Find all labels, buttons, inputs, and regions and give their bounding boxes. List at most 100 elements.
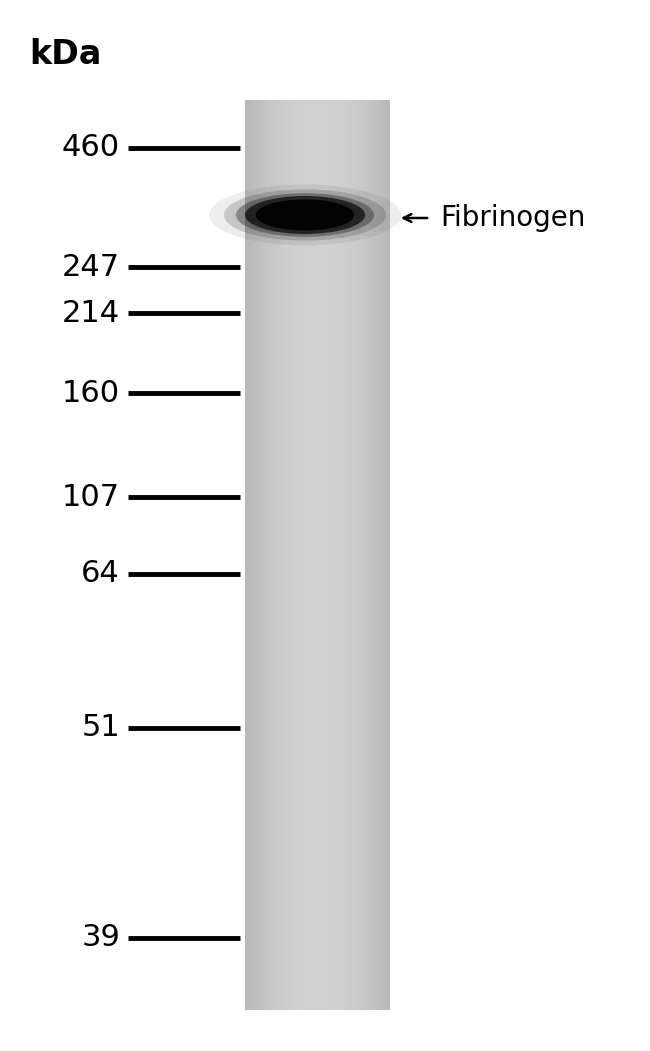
Bar: [318, 100, 320, 1010]
Bar: [265, 100, 266, 1010]
Bar: [296, 100, 298, 1010]
Bar: [314, 100, 316, 1010]
Bar: [292, 100, 294, 1010]
Bar: [365, 100, 367, 1010]
Bar: [261, 100, 263, 1010]
Bar: [374, 100, 376, 1010]
Bar: [326, 100, 328, 1010]
Text: 64: 64: [81, 559, 120, 589]
Bar: [259, 100, 261, 1010]
Bar: [311, 100, 313, 1010]
Bar: [376, 100, 377, 1010]
Text: 214: 214: [62, 298, 120, 328]
Bar: [382, 100, 383, 1010]
Bar: [280, 100, 281, 1010]
Bar: [307, 100, 308, 1010]
Bar: [369, 100, 371, 1010]
Ellipse shape: [256, 200, 354, 230]
Bar: [266, 100, 267, 1010]
Bar: [346, 100, 348, 1010]
Bar: [360, 100, 361, 1010]
Bar: [315, 100, 317, 1010]
Ellipse shape: [209, 185, 401, 245]
Bar: [297, 100, 298, 1010]
Bar: [275, 100, 277, 1010]
Bar: [258, 100, 260, 1010]
Ellipse shape: [224, 189, 386, 241]
Bar: [332, 100, 333, 1010]
Bar: [290, 100, 291, 1010]
Bar: [379, 100, 381, 1010]
Bar: [276, 100, 278, 1010]
Text: kDa: kDa: [29, 38, 101, 71]
Bar: [378, 100, 380, 1010]
Bar: [273, 100, 274, 1010]
Bar: [330, 100, 332, 1010]
Bar: [300, 100, 301, 1010]
Text: 107: 107: [62, 482, 120, 512]
Bar: [300, 100, 302, 1010]
Bar: [350, 100, 352, 1010]
Bar: [372, 100, 374, 1010]
Bar: [345, 100, 347, 1010]
Bar: [344, 100, 346, 1010]
Bar: [279, 100, 281, 1010]
Bar: [337, 100, 339, 1010]
Bar: [339, 100, 341, 1010]
Bar: [348, 100, 350, 1010]
Bar: [278, 100, 280, 1010]
Bar: [255, 100, 256, 1010]
Bar: [274, 100, 276, 1010]
Bar: [286, 100, 288, 1010]
Bar: [263, 100, 265, 1010]
Text: 51: 51: [81, 714, 120, 742]
Bar: [343, 100, 344, 1010]
Bar: [352, 100, 353, 1010]
Bar: [334, 100, 336, 1010]
Bar: [384, 100, 385, 1010]
Bar: [349, 100, 350, 1010]
Bar: [322, 100, 324, 1010]
Bar: [248, 100, 249, 1010]
Bar: [386, 100, 388, 1010]
Bar: [313, 100, 315, 1010]
Text: Fibrinogen: Fibrinogen: [440, 204, 586, 232]
Bar: [256, 100, 257, 1010]
Bar: [302, 100, 304, 1010]
Bar: [257, 100, 259, 1010]
Bar: [272, 100, 273, 1010]
Text: 460: 460: [62, 133, 120, 163]
Bar: [338, 100, 340, 1010]
Bar: [287, 100, 289, 1010]
Bar: [283, 100, 285, 1010]
Bar: [387, 100, 389, 1010]
Bar: [342, 100, 343, 1010]
Bar: [317, 100, 318, 1010]
Bar: [331, 100, 333, 1010]
Bar: [308, 100, 309, 1010]
Bar: [285, 100, 287, 1010]
Text: 39: 39: [81, 924, 120, 952]
Bar: [366, 100, 367, 1010]
Bar: [252, 100, 254, 1010]
Bar: [385, 100, 387, 1010]
Bar: [356, 100, 358, 1010]
Bar: [352, 100, 354, 1010]
Bar: [363, 100, 365, 1010]
Bar: [325, 100, 326, 1010]
Text: 247: 247: [62, 252, 120, 282]
Bar: [270, 100, 272, 1010]
Bar: [251, 100, 253, 1010]
Bar: [324, 100, 325, 1010]
Ellipse shape: [245, 195, 365, 234]
Bar: [254, 100, 255, 1010]
Bar: [389, 100, 391, 1010]
Bar: [268, 100, 270, 1010]
Bar: [293, 100, 295, 1010]
Bar: [370, 100, 372, 1010]
Bar: [362, 100, 364, 1010]
Bar: [359, 100, 360, 1010]
Bar: [245, 100, 247, 1010]
Bar: [306, 100, 307, 1010]
Bar: [266, 100, 268, 1010]
